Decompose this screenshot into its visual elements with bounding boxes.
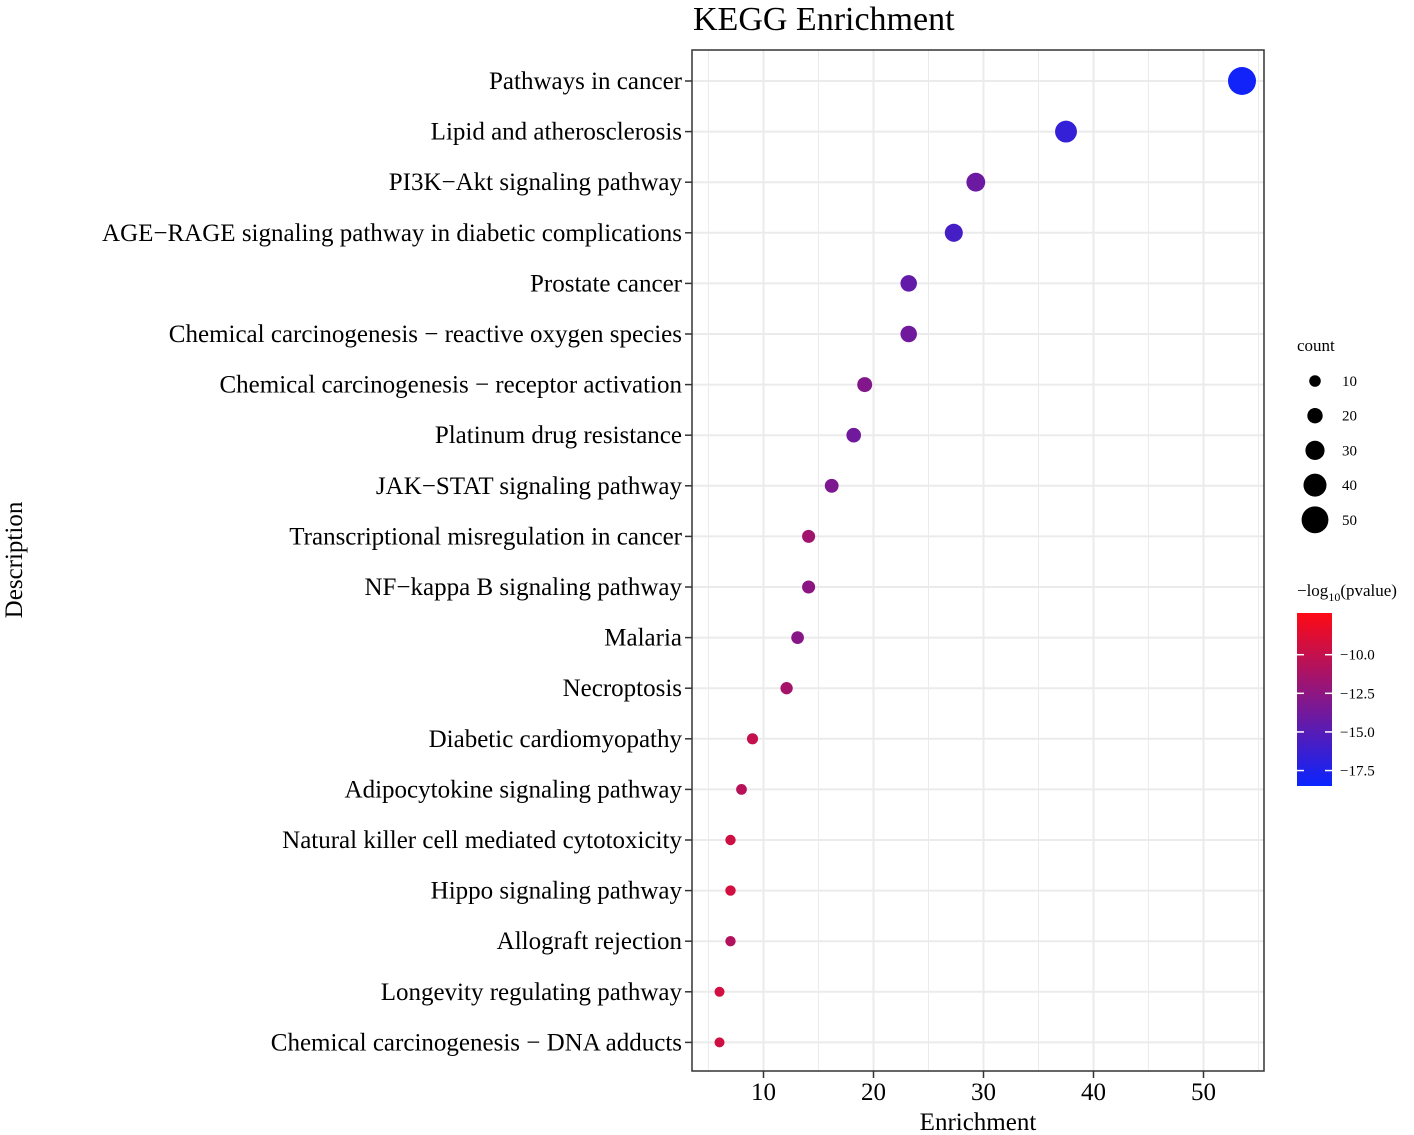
- y-category-label: Prostate cancer: [530, 270, 683, 297]
- data-point: [714, 1037, 725, 1048]
- data-point: [966, 172, 986, 192]
- color-legend-title-suffix: (pvalue): [1340, 581, 1397, 600]
- panel-border: [691, 49, 1265, 1072]
- size-legend-dot: [1301, 506, 1329, 534]
- x-tick-label: 40: [1081, 1079, 1106, 1106]
- y-axis-title: Description: [1, 501, 28, 618]
- y-category-label: Chemical carcinogenesis − reactive oxyge…: [169, 321, 682, 348]
- size-legend-title: count: [1297, 336, 1335, 355]
- x-axis-title: Enrichment: [920, 1109, 1037, 1135]
- y-category-label: Chemical carcinogenesis − DNA adducts: [271, 1029, 682, 1056]
- x-tick-label: 20: [861, 1079, 886, 1106]
- y-category-labels: Pathways in cancer Lipid and atherosclero…: [102, 68, 692, 1056]
- size-legend-label: 30: [1342, 443, 1357, 459]
- data-point: [725, 936, 736, 947]
- size-legend: count 10 20 30 40 50: [1297, 336, 1357, 534]
- colorbar-label: −10.0: [1340, 648, 1375, 664]
- y-category-label: JAK−STAT signaling pathway: [376, 473, 683, 500]
- chart-title: KEGG Enrichment: [693, 1, 955, 38]
- data-point: [802, 529, 816, 543]
- color-legend-title-sub: 10: [1328, 590, 1340, 604]
- y-category-label: Necroptosis: [563, 675, 682, 702]
- colorbar-label: −17.5: [1340, 764, 1375, 780]
- y-category-label: AGE−RAGE signaling pathway in diabetic c…: [102, 220, 682, 247]
- color-legend-title: −log10(pvalue): [1297, 581, 1397, 604]
- size-legend-label: 10: [1342, 374, 1357, 390]
- data-point: [857, 377, 873, 393]
- data-point: [846, 427, 861, 443]
- y-category-label: Pathways in cancer: [489, 68, 683, 95]
- size-legend-dot: [1303, 473, 1327, 497]
- y-category-label: Transcriptional misregulation in cancer: [289, 523, 682, 550]
- y-category-label: Chemical carcinogenesis − receptor activ…: [219, 372, 682, 399]
- data-point: [1228, 67, 1256, 95]
- y-category-label: Allograft rejection: [497, 928, 683, 955]
- colorbar-label: −15.0: [1340, 725, 1375, 741]
- colorbar-label: −12.5: [1340, 686, 1375, 702]
- size-legend-label: 50: [1342, 513, 1357, 529]
- data-point: [900, 325, 917, 343]
- y-category-label: Longevity regulating pathway: [381, 979, 683, 1006]
- x-tick-labels: 10 20 30 40 50: [751, 1071, 1216, 1106]
- size-legend-dot: [1309, 375, 1321, 387]
- y-category-label: NF−kappa B signaling pathway: [364, 574, 682, 601]
- data-point: [725, 885, 736, 896]
- y-category-label: Hippo signaling pathway: [431, 878, 683, 905]
- y-category-label: Diabetic cardiomyopathy: [429, 726, 683, 753]
- grid-layer: [692, 50, 1264, 1071]
- y-category-label: Natural killer cell mediated cytotoxicit…: [282, 827, 682, 854]
- data-point: [1055, 120, 1077, 143]
- data-point: [725, 834, 736, 846]
- data-point: [736, 784, 747, 795]
- y-category-label: PI3K−Akt signaling pathway: [389, 169, 683, 196]
- data-point: [824, 478, 839, 493]
- colorbar: [1297, 613, 1332, 786]
- x-tick-label: 50: [1191, 1079, 1216, 1106]
- size-legend-dot: [1307, 408, 1323, 424]
- size-legend-dot: [1305, 440, 1325, 460]
- data-point: [714, 986, 725, 997]
- data-point: [791, 631, 804, 644]
- color-legend-title-prefix: −log: [1297, 581, 1329, 600]
- y-category-label: Adipocytokine signaling pathway: [345, 776, 683, 803]
- x-tick-label: 10: [751, 1079, 776, 1106]
- data-point: [780, 682, 793, 695]
- data-point: [944, 223, 963, 242]
- y-category-label: Platinum drug resistance: [435, 422, 682, 449]
- size-legend-label: 20: [1342, 409, 1357, 425]
- y-category-label: Lipid and atherosclerosis: [431, 119, 682, 146]
- data-point: [900, 275, 917, 292]
- y-category-label: Malaria: [604, 625, 682, 652]
- size-legend-label: 40: [1342, 478, 1357, 494]
- data-point: [802, 580, 816, 594]
- data-point: [746, 733, 759, 745]
- points-layer: [714, 67, 1256, 1048]
- x-tick-label: 30: [971, 1079, 996, 1106]
- color-legend: −log10(pvalue) −10.0 −12.5 −15.0 −17.5: [1297, 581, 1397, 786]
